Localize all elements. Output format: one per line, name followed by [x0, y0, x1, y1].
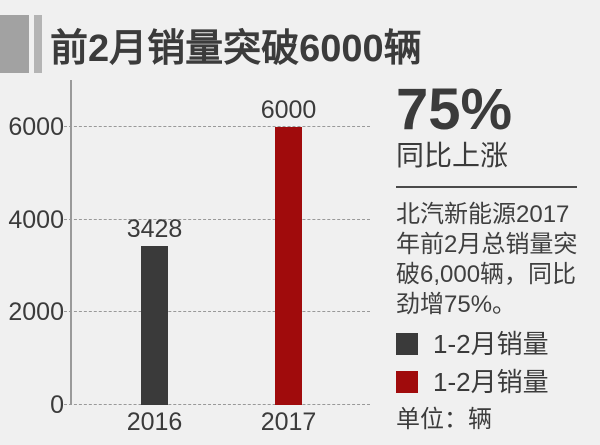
- page-title: 前2月销量突破6000辆: [50, 27, 422, 70]
- y-axis-label-6000: 6000: [8, 113, 64, 141]
- bar-value-2017: 6000: [260, 96, 317, 124]
- x-axis-label-2017: 2017: [260, 408, 317, 436]
- legend-item-2017: 1-2月销量: [396, 367, 549, 397]
- bar-value-2016: 3428: [126, 215, 183, 244]
- description-line: 破6,000辆，同比: [396, 261, 577, 288]
- y-axis-label-4000: 4000: [8, 205, 64, 234]
- gridline-6000: [64, 126, 370, 127]
- title-decor-bar: [34, 15, 42, 73]
- growth-caption: 同比上涨: [396, 140, 509, 171]
- description-text: 北汽新能源2017 年前2月总销量突 破6,000辆，同比 劲增75%。: [396, 200, 577, 320]
- panel-divider: [396, 186, 577, 188]
- description-line: 年前2月总销量突: [396, 231, 578, 258]
- description-line: 北汽新能源2017: [396, 201, 570, 228]
- legend-label-2017: 1-2月销量: [433, 367, 549, 397]
- bar-2016: [141, 246, 168, 405]
- legend-item-2016: 1-2月销量: [396, 329, 549, 359]
- gridline-2000: [64, 311, 370, 313]
- legend-label-2016: 1-2月销量: [433, 329, 549, 359]
- bar-2017: [275, 127, 302, 405]
- legend-swatch-red: [396, 371, 418, 393]
- title-decor-square: [0, 15, 29, 73]
- legend-swatch-dark: [396, 333, 418, 355]
- x-axis-label-2016: 2016: [126, 408, 183, 436]
- unit-note: 单位：辆: [396, 406, 492, 433]
- y-axis-label-0: 0: [50, 391, 64, 419]
- gridline-4000: [64, 218, 370, 220]
- growth-percent: 75%: [396, 77, 513, 142]
- stats-panel: 75% 同比上涨 北汽新能源2017 年前2月总销量突 破6,000辆，同比 劲…: [396, 0, 580, 445]
- y-axis-label-2000: 2000: [8, 298, 64, 327]
- gridline-0: [64, 404, 370, 405]
- description-line: 劲增75%。: [396, 291, 517, 318]
- y-axis-line: [70, 80, 72, 405]
